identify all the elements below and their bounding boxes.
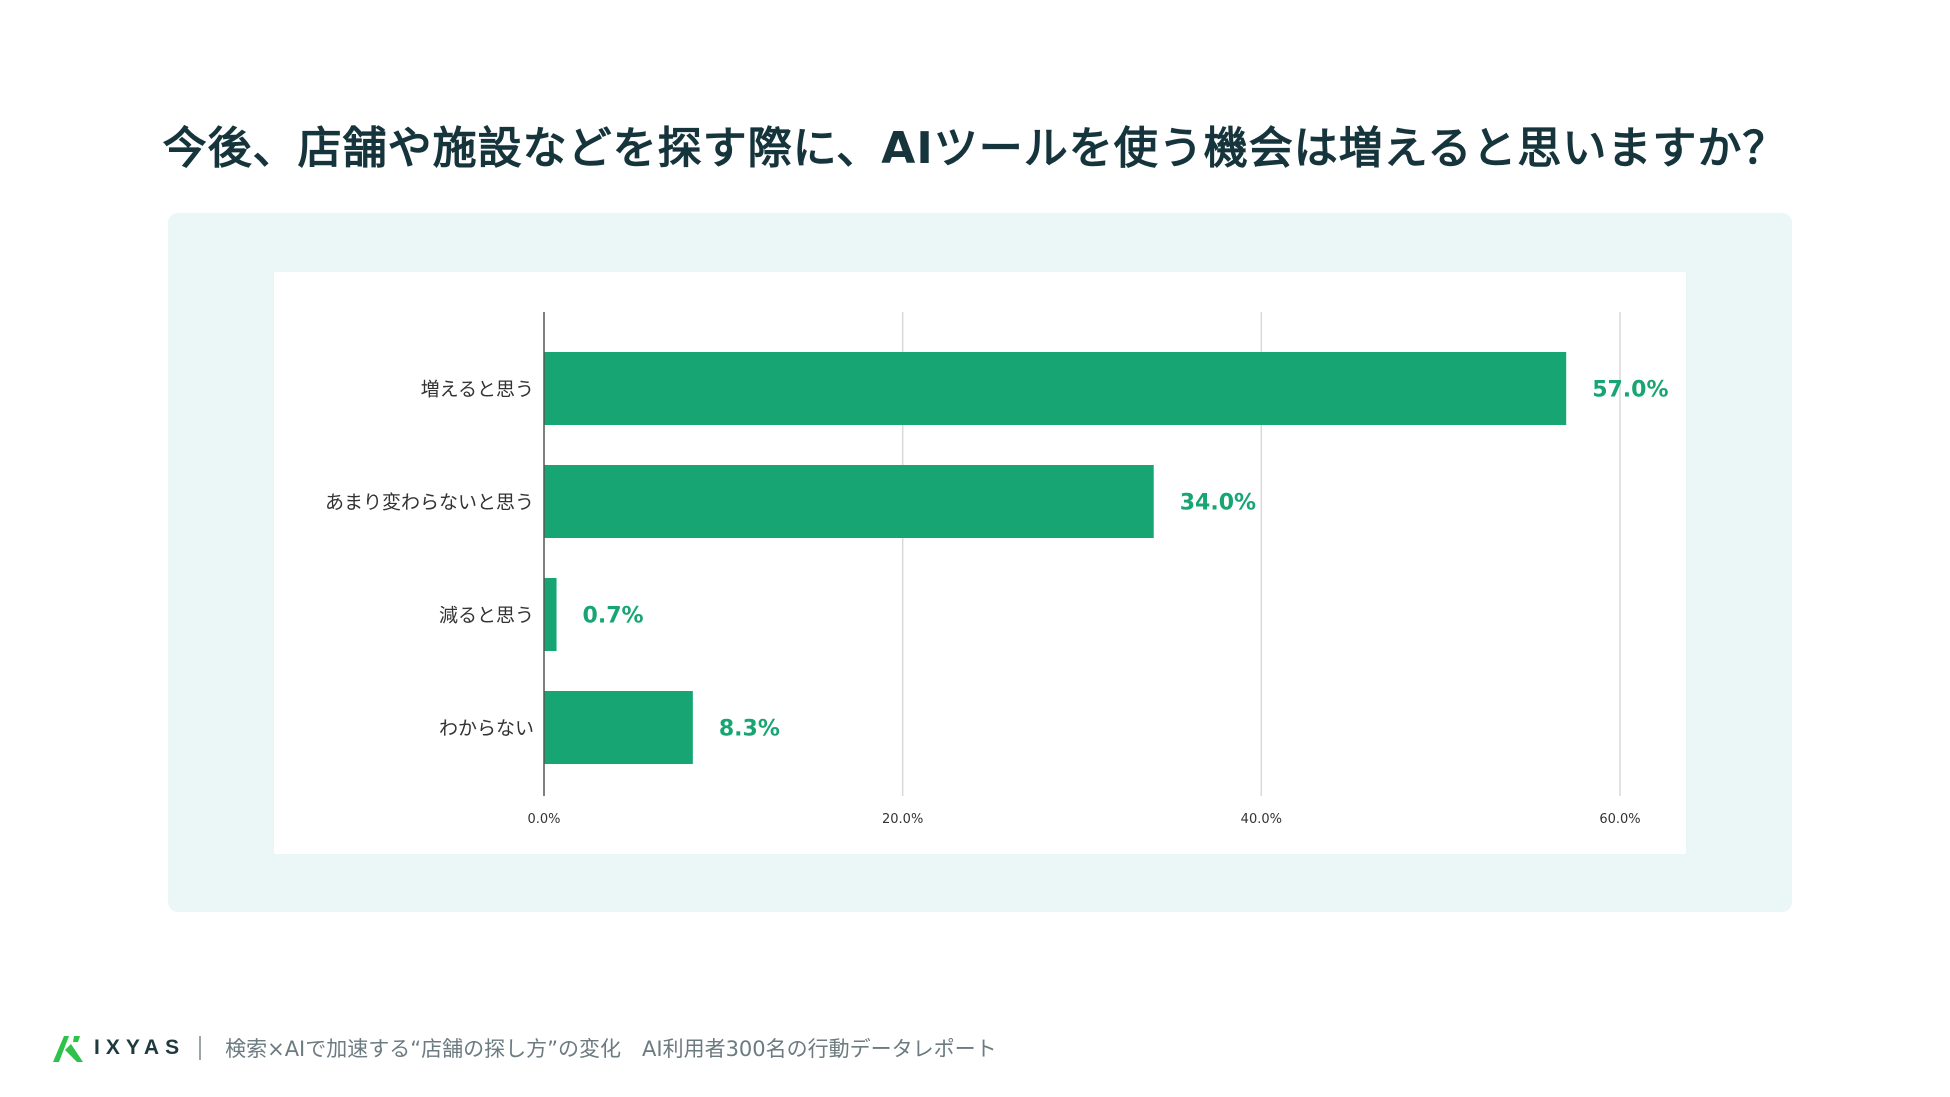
- bar: [544, 352, 1567, 425]
- data-label: 8.3%: [719, 717, 780, 742]
- bar: [544, 465, 1154, 538]
- x-tick-label: 20.0%: [882, 812, 923, 827]
- logo-mark-icon: [53, 1036, 83, 1062]
- data-label: 0.7%: [583, 604, 644, 629]
- category-label: あまり変わらないと思う: [325, 492, 534, 514]
- bar: [544, 691, 693, 764]
- footer: IXYAS 検索×AIで加速する“店舗の探し方”の変化 AI利用者300名の行動…: [50, 1028, 997, 1068]
- report-title: 検索×AIで加速する“店舗の探し方”の変化 AI利用者300名の行動データレポー…: [225, 1037, 997, 1061]
- chart-card: 0.0% 20.0% 40.0% 60.0% 増えると思う 57.0% あまり変わらないと思…: [274, 272, 1686, 854]
- category-label: わからない: [439, 718, 534, 740]
- logo-text: IXYAS: [94, 1036, 186, 1059]
- category-label: 減ると思う: [439, 605, 534, 627]
- x-tick-label: 40.0%: [1241, 812, 1282, 827]
- x-tick-label: 0.0%: [527, 812, 560, 827]
- data-label: 34.0%: [1180, 491, 1256, 516]
- footer-divider: [199, 1036, 202, 1060]
- page-title: 今後、店舗や施設などを探す際に、AIツールを使う機会は増えると思いますか？: [162, 123, 1788, 174]
- data-label: 57.0%: [1592, 378, 1668, 403]
- bar: [544, 578, 557, 651]
- x-tick-label: 60.0%: [1599, 812, 1640, 827]
- category-label: 増えると思う: [421, 379, 534, 401]
- bar-chart: 0.0% 20.0% 40.0% 60.0% 増えると思う 57.0% あまり変わらないと思…: [325, 312, 1669, 827]
- logo: IXYAS: [50, 1030, 185, 1066]
